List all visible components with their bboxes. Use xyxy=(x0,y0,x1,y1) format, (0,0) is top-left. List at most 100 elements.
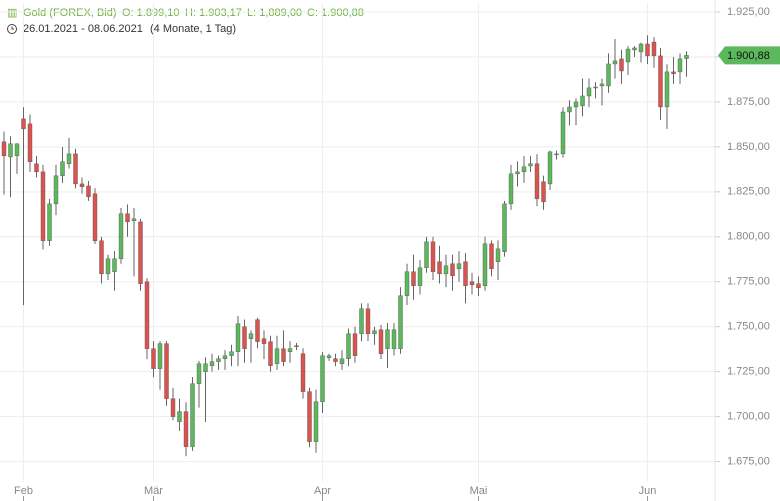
y-tick-label: 1.850,00 xyxy=(727,141,770,153)
candle-body xyxy=(333,358,338,362)
candle-body xyxy=(320,355,325,402)
last-price-tag xyxy=(718,46,780,65)
candle-body xyxy=(261,338,267,344)
candle-body xyxy=(307,391,312,442)
candle-body xyxy=(47,203,52,241)
candle-body xyxy=(372,330,377,334)
candle-body xyxy=(424,241,429,268)
candle-body xyxy=(118,213,124,259)
candle-body xyxy=(658,55,663,108)
candle-body xyxy=(378,329,384,354)
candle-body xyxy=(73,153,78,185)
last-price-label: 1.900,88 xyxy=(727,50,770,62)
candle-body xyxy=(138,221,143,284)
candle-body xyxy=(398,295,403,349)
candle-body xyxy=(112,258,117,272)
candle-body xyxy=(508,173,514,205)
candle-body xyxy=(235,323,241,352)
candle-body xyxy=(495,248,501,262)
candle-body xyxy=(521,166,527,173)
instrument: Gold (FOREX, Bid) xyxy=(23,7,117,19)
y-tick-label: 1.725,00 xyxy=(727,366,770,378)
candle-body xyxy=(625,48,631,63)
candle-body xyxy=(53,175,59,205)
candle-body xyxy=(27,123,33,163)
candle-body xyxy=(255,319,260,342)
candle-body xyxy=(352,333,358,356)
candle-body xyxy=(489,243,494,270)
candle-body xyxy=(196,363,202,384)
candle-body xyxy=(164,343,169,399)
candle-body xyxy=(313,401,319,442)
candle-body xyxy=(554,153,559,156)
candle-body xyxy=(242,326,247,349)
candle-body xyxy=(203,363,208,372)
candle-body xyxy=(131,218,137,221)
candle-body xyxy=(437,261,442,275)
y-tick-label: 1.875,00 xyxy=(727,96,770,108)
candle-body xyxy=(1,141,7,157)
candle-body xyxy=(469,281,475,286)
candle-body xyxy=(229,351,234,356)
candle-body xyxy=(677,58,683,73)
candle-body xyxy=(157,343,163,369)
y-tick-label: 1.825,00 xyxy=(727,186,770,198)
candle-body xyxy=(411,271,416,286)
candle-body xyxy=(541,181,546,203)
y-tick-label: 1.700,00 xyxy=(727,411,770,423)
candle-body xyxy=(593,86,598,89)
candle-body xyxy=(567,106,572,113)
candle-body xyxy=(326,355,332,358)
candle-body xyxy=(417,267,423,286)
candle-body xyxy=(92,193,98,241)
candle-body xyxy=(599,83,605,87)
ohlc-open: O: 1.899,10 xyxy=(122,7,180,19)
candle-body xyxy=(105,258,111,275)
candle-body xyxy=(86,185,91,198)
y-tick-label: 1.675,00 xyxy=(727,456,770,468)
candle-body xyxy=(528,163,533,167)
candle-body xyxy=(151,348,156,369)
x-tick-label: Apr xyxy=(314,485,331,497)
candle-body xyxy=(8,143,13,158)
y-tick-label: 1.750,00 xyxy=(727,321,770,333)
candle-body xyxy=(391,329,397,349)
x-tick-label: Feb xyxy=(14,485,33,497)
candle-body xyxy=(651,41,657,57)
candle-body xyxy=(365,308,371,334)
candle-body xyxy=(385,329,390,349)
y-tick-label: 1.925,00 xyxy=(727,6,770,18)
candle-body xyxy=(294,345,299,347)
candle-body xyxy=(619,58,624,72)
period: (4 Monate, 1 Tag) xyxy=(150,23,236,35)
candle-body xyxy=(216,358,221,362)
candle-body xyxy=(66,153,72,164)
candle-body xyxy=(268,341,273,366)
candle-body xyxy=(515,171,520,175)
candle-body xyxy=(339,358,345,364)
x-tick-label: Jun xyxy=(639,485,657,497)
candle-body xyxy=(404,271,410,296)
candle-body xyxy=(560,111,566,155)
candle-body xyxy=(287,348,293,352)
candle-body xyxy=(586,87,592,97)
candle-body xyxy=(14,143,20,157)
candle-body xyxy=(645,43,650,57)
candle-body xyxy=(606,63,611,87)
x-tick-label: Mai xyxy=(470,485,488,497)
ohlc-low: L: 1,889,00 xyxy=(247,7,302,19)
candle-body xyxy=(209,361,215,366)
candle-body xyxy=(671,71,676,75)
candle-body xyxy=(300,353,306,392)
candle-body xyxy=(99,240,104,275)
candle-body xyxy=(183,411,189,447)
candle-body xyxy=(573,101,579,108)
candle-body xyxy=(684,55,689,59)
date-range: 26.01.2021 - 08.06.2021 xyxy=(23,23,143,35)
candle-body xyxy=(430,241,436,272)
candle-body xyxy=(359,308,364,334)
y-tick-label: 1.800,00 xyxy=(727,231,770,243)
candle-body xyxy=(222,355,228,359)
